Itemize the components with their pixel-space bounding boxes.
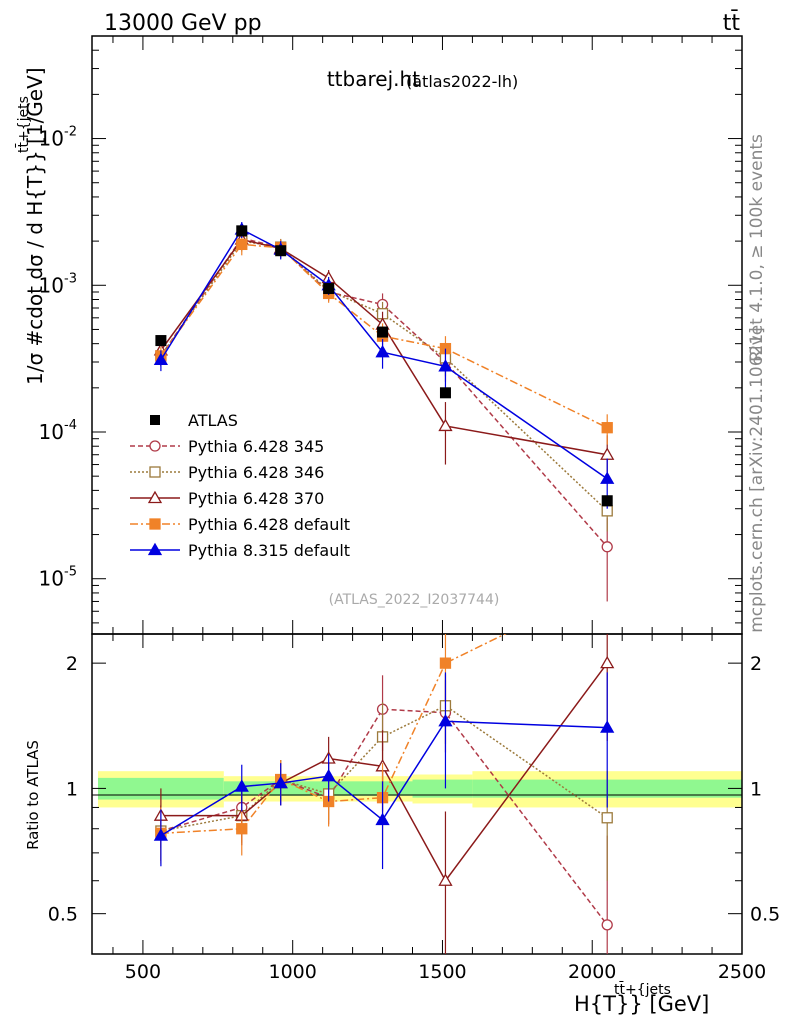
legend-marker: [150, 415, 160, 425]
atlas-data-point: [377, 326, 389, 338]
ratio-y-tick-label-right: 0.5: [750, 904, 780, 926]
y-axis-label-ratio: Ratio to ATLAS: [24, 740, 42, 850]
chart-title-main: ttbarej.ht: [327, 67, 420, 91]
atlas-data-point: [236, 225, 248, 237]
atlas-data-point: [323, 283, 335, 295]
data-point: [236, 238, 248, 251]
x-axis-label-superscript: tt̄+{jets: [614, 980, 671, 998]
main-series-group: [153, 221, 615, 602]
x-axis-label-text: H{T}} [GeV]: [574, 992, 709, 1016]
atlas-data-point: [601, 495, 613, 507]
y-tick-label-exponent: -3: [64, 271, 77, 286]
legend-entry: Pythia 6.428 default: [130, 515, 350, 534]
chart-title-sub: (atlas2022-lh): [406, 72, 518, 91]
data-point: [236, 823, 248, 835]
band-inner-bin: [412, 779, 473, 798]
data-point: [601, 422, 613, 434]
legend-entry-atlas: ATLAS: [150, 411, 238, 430]
ratio-y-tick-label: 1: [66, 778, 78, 800]
chart-title: ttbarej.ht (atlas2022-lh): [327, 67, 518, 91]
x-tick-label: 1000: [269, 961, 317, 983]
y-tick-label: 10: [39, 127, 64, 151]
y-axis-label-top-superscript: tt̄+{jets: [14, 96, 32, 153]
legend-marker: [149, 440, 161, 452]
rivet-version-label: Rivet 4.1.0, ≥ 100k events: [747, 134, 767, 362]
legend: ATLAS Pythia 6.428 345 Pythia 6.428 346 Pyt…: [130, 411, 350, 560]
data-point: [439, 657, 452, 669]
ratio-y-tick-label-right: 1: [750, 778, 762, 800]
y-tick-label: 10: [39, 273, 64, 297]
legend-label: Pythia 6.428 default: [188, 515, 350, 534]
y-tick-label-exponent: -2: [64, 125, 77, 140]
data-point: [153, 352, 169, 366]
data-point: [438, 713, 453, 727]
data-point: [600, 720, 615, 733]
y-tick-label: 10: [39, 567, 64, 591]
legend-entry: Pythia 6.428 346: [130, 463, 324, 482]
atlas-data-point: [275, 245, 287, 257]
y-tick-label-exponent: -4: [64, 418, 77, 433]
data-point: [601, 812, 613, 824]
legend-entry: Pythia 8.315 default: [130, 541, 350, 560]
legend-label: Pythia 6.428 370: [188, 489, 324, 508]
data-point: [438, 418, 453, 432]
ratio-uncertainty-band: [97, 771, 742, 808]
legend-entry: Pythia 6.428 345: [130, 437, 324, 456]
legend-marker: [147, 490, 163, 504]
atlas-data-point: [439, 387, 451, 399]
y-axis-label-top-text: 1/σ #cdot dσ / d H{T}} [1/GeV]: [23, 67, 47, 385]
series-pythia-6-428-346: [155, 232, 613, 532]
y-axis-label-top: 1/σ #cdot dσ / d H{T}} [1/GeV] tt̄+{jets: [14, 67, 47, 385]
series-pythia-6-428-345: [155, 675, 613, 954]
data-point: [438, 873, 453, 886]
data-point: [375, 812, 390, 826]
series-pythia-8-315-default: [153, 672, 615, 870]
atlas-data-point: [155, 335, 167, 347]
analysis-watermark: (ATLAS_2022_I2037744): [329, 592, 500, 608]
ratio-y-tick-label: 0.5: [48, 904, 78, 926]
legend-label: Pythia 8.315 default: [188, 541, 350, 560]
data-point: [321, 768, 336, 782]
legend-marker: [149, 518, 161, 530]
mcplots-label: mcplots.cern.ch [arXiv:2401.10621]: [747, 327, 767, 633]
x-tick-label: 2000: [568, 961, 616, 983]
x-tick-label: 1500: [418, 961, 466, 983]
data-point: [438, 359, 453, 372]
ratio-series-group: [153, 634, 615, 954]
x-axis-label: H{T}} [GeV] tt̄+{jets: [574, 980, 709, 1016]
legend-marker: [147, 542, 163, 556]
ratio-plot-frame: [91, 633, 743, 955]
data-point: [153, 828, 169, 841]
data-point: [600, 471, 615, 484]
y-tick-label: 10: [39, 420, 64, 444]
y-tick-label-exponent: -5: [64, 565, 77, 580]
data-point: [273, 775, 288, 789]
data-point: [601, 541, 613, 553]
header-process: 13000 GeV pp: [104, 11, 262, 36]
header-final-state: tt̄: [723, 10, 741, 36]
x-tick-label: 500: [125, 961, 161, 983]
legend-label: Pythia 6.428 345: [188, 437, 324, 456]
x-tick-label: 2500: [718, 961, 766, 983]
legend-label: Pythia 6.428 346: [188, 463, 324, 482]
data-point: [234, 779, 249, 792]
legend-marker: [149, 466, 161, 478]
series-atlas-data: [155, 225, 613, 507]
legend-label: ATLAS: [188, 411, 238, 430]
ratio-y-tick-label-right: 2: [750, 653, 762, 675]
ratio-y-tick-label: 2: [66, 653, 78, 675]
data-point: [375, 344, 390, 358]
data-point: [601, 919, 613, 931]
legend-entry: Pythia 6.428 370: [130, 489, 324, 508]
axis-ticks: [92, 35, 743, 955]
data-point: [600, 655, 615, 669]
